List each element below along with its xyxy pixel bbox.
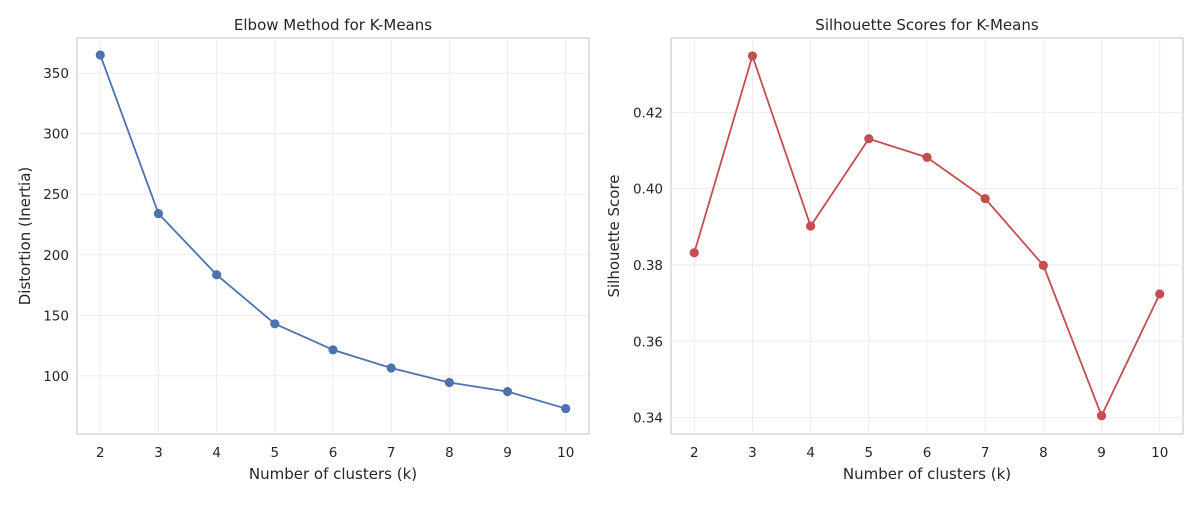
- silhouette-x-tick-label: 7: [981, 445, 990, 461]
- silhouette-y-tick-label: 0.36: [633, 334, 663, 350]
- silhouette-y-axis-label: Silhouette Score: [605, 174, 623, 297]
- silhouette-x-tick-label: 6: [923, 445, 932, 461]
- silhouette-y-tick-label: 0.34: [633, 411, 663, 427]
- elbow-y-tick-label: 200: [43, 248, 69, 264]
- silhouette-data-point: [806, 221, 816, 231]
- elbow-data-point: [561, 403, 571, 414]
- elbow-x-tick-label: 2: [96, 445, 105, 461]
- silhouette-y-tick-label: 0.40: [633, 182, 663, 198]
- silhouette-data-point: [747, 51, 758, 61]
- elbow-x-tick-label: 10: [557, 445, 574, 461]
- silhouette-data-point: [922, 152, 932, 163]
- elbow-data-point: [212, 270, 222, 280]
- silhouette-y-ticks: 0.34 0.36 0.38 0.40 0.42: [633, 105, 663, 426]
- elbow-data-point: [444, 377, 454, 388]
- silhouette-data-point: [864, 134, 874, 144]
- silhouette-data-point: [1096, 411, 1107, 421]
- silhouette-x-ticks: 2 3 4 5 6 7 8 9 10: [690, 445, 1168, 461]
- elbow-x-tick-label: 5: [271, 445, 280, 461]
- elbow-y-tick-label: 350: [43, 66, 69, 82]
- silhouette-title: Silhouette Scores for K-Means: [815, 16, 1039, 34]
- silhouette-data-point: [1155, 289, 1165, 299]
- elbow-y-axis-label: Distortion (Inertia): [16, 167, 34, 306]
- elbow-x-tick-label: 7: [387, 445, 396, 461]
- elbow-x-tick-label: 4: [212, 445, 221, 461]
- silhouette-x-tick-label: 4: [806, 445, 815, 461]
- elbow-title: Elbow Method for K-Means: [234, 16, 432, 34]
- silhouette-data-point: [980, 194, 990, 204]
- elbow-data-point: [386, 363, 396, 373]
- silhouette-series: [689, 51, 1165, 421]
- elbow-y-ticks: 100 150 200 250 300 350: [43, 66, 69, 385]
- silhouette-x-tick-label: 9: [1097, 445, 1106, 461]
- elbow-y-tick-label: 250: [43, 187, 69, 203]
- silhouette-x-tick-label: 10: [1151, 445, 1168, 461]
- elbow-series: [95, 50, 571, 414]
- silhouette-chart: 0.34 0.36 0.38 0.40 0.42 2 3 4 5 6 7 8 9 10 Silhouet…: [605, 16, 1184, 483]
- elbow-data-point: [95, 50, 105, 60]
- elbow-x-axis-label: Number of clusters (k): [249, 465, 417, 483]
- elbow-y-tick-label: 300: [43, 127, 69, 143]
- elbow-x-tick-label: 8: [445, 445, 454, 461]
- elbow-y-tick-label: 100: [43, 369, 69, 385]
- silhouette-y-tick-label: 0.42: [633, 105, 663, 121]
- silhouette-x-tick-label: 2: [690, 445, 699, 461]
- silhouette-x-tick-label: 8: [1039, 445, 1048, 461]
- elbow-chart: 100 150 200 250 300 350 2 3 4 5 6 7 8 9 10 Elbow Meth…: [16, 16, 590, 483]
- elbow-y-tick-label: 150: [43, 308, 69, 324]
- elbow-x-ticks: 2 3 4 5 6 7 8 9 10: [96, 445, 574, 461]
- silhouette-x-axis-label: Number of clusters (k): [843, 465, 1011, 483]
- elbow-data-point: [153, 208, 164, 219]
- elbow-data-point: [502, 387, 513, 397]
- silhouette-grid: [671, 38, 1183, 434]
- elbow-x-tick-label: 9: [503, 445, 512, 461]
- silhouette-data-point: [689, 248, 699, 258]
- elbow-x-tick-label: 3: [154, 445, 163, 461]
- silhouette-y-tick-label: 0.38: [633, 258, 663, 274]
- silhouette-x-tick-label: 3: [748, 445, 757, 461]
- elbow-data-point: [270, 319, 280, 329]
- elbow-grid: [77, 38, 589, 434]
- silhouette-data-point: [1038, 260, 1048, 270]
- elbow-x-tick-label: 6: [329, 445, 338, 461]
- elbow-data-point: [328, 345, 338, 355]
- silhouette-x-tick-label: 5: [865, 445, 874, 461]
